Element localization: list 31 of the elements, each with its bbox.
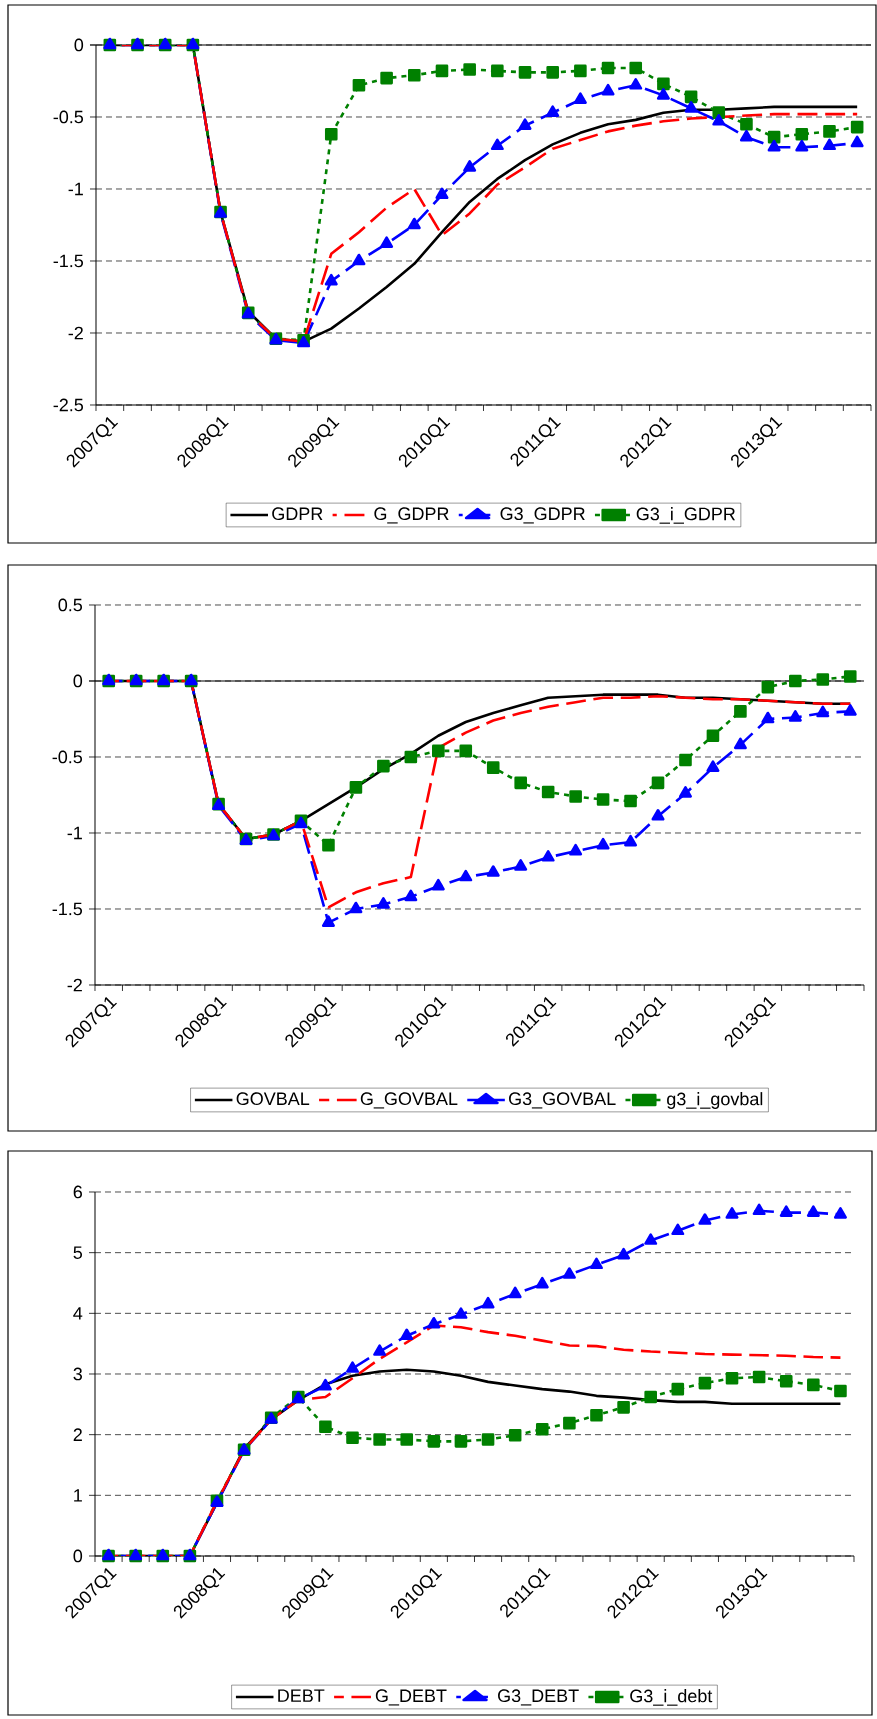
y-tick-label: -0.5	[53, 110, 84, 124]
y-tick-label: -2.5	[53, 398, 84, 412]
y-tick-label: 4	[73, 1307, 83, 1320]
legend-label: G_GDPR	[374, 507, 449, 524]
y-tick-label: -2	[67, 978, 82, 992]
legend-label: G3_GDPR	[500, 507, 585, 524]
y-tick-label: 5	[73, 1246, 83, 1259]
y-tick-label: 0	[74, 38, 84, 52]
legend-label: g3_i_govbal	[667, 1092, 763, 1109]
y-tick-label: -1	[68, 182, 83, 196]
legend-label: G_GOVBAL	[360, 1092, 458, 1109]
y-tick-label: -0.5	[52, 750, 83, 764]
legend-label: G_DEBT	[375, 1689, 447, 1706]
legend-label: G3_i_debt	[630, 1689, 713, 1706]
y-tick-label: -2	[68, 326, 83, 340]
legend-label: DEBT	[278, 1689, 325, 1702]
y-tick-label: -1.5	[53, 254, 84, 268]
y-tick-label: 0	[73, 674, 83, 688]
y-tick-label: 6	[73, 1185, 83, 1199]
y-tick-label: 0.5	[58, 598, 83, 612]
y-tick-label: 0	[73, 1549, 83, 1563]
legend-label: G3_i_GDPR	[636, 507, 736, 524]
legend-label: G3_DEBT	[498, 1689, 579, 1706]
legend-label: G3_GOVBAL	[509, 1092, 616, 1109]
y-tick-label: -1.5	[52, 902, 83, 916]
legend-label: GDPR	[272, 507, 323, 521]
legend-label: GOVBAL	[236, 1092, 310, 1106]
y-tick-label: -1	[67, 826, 82, 840]
y-tick-label: 3	[73, 1367, 83, 1381]
y-tick-label: 2	[73, 1428, 82, 1441]
y-tick-label: 1	[74, 1489, 82, 1502]
